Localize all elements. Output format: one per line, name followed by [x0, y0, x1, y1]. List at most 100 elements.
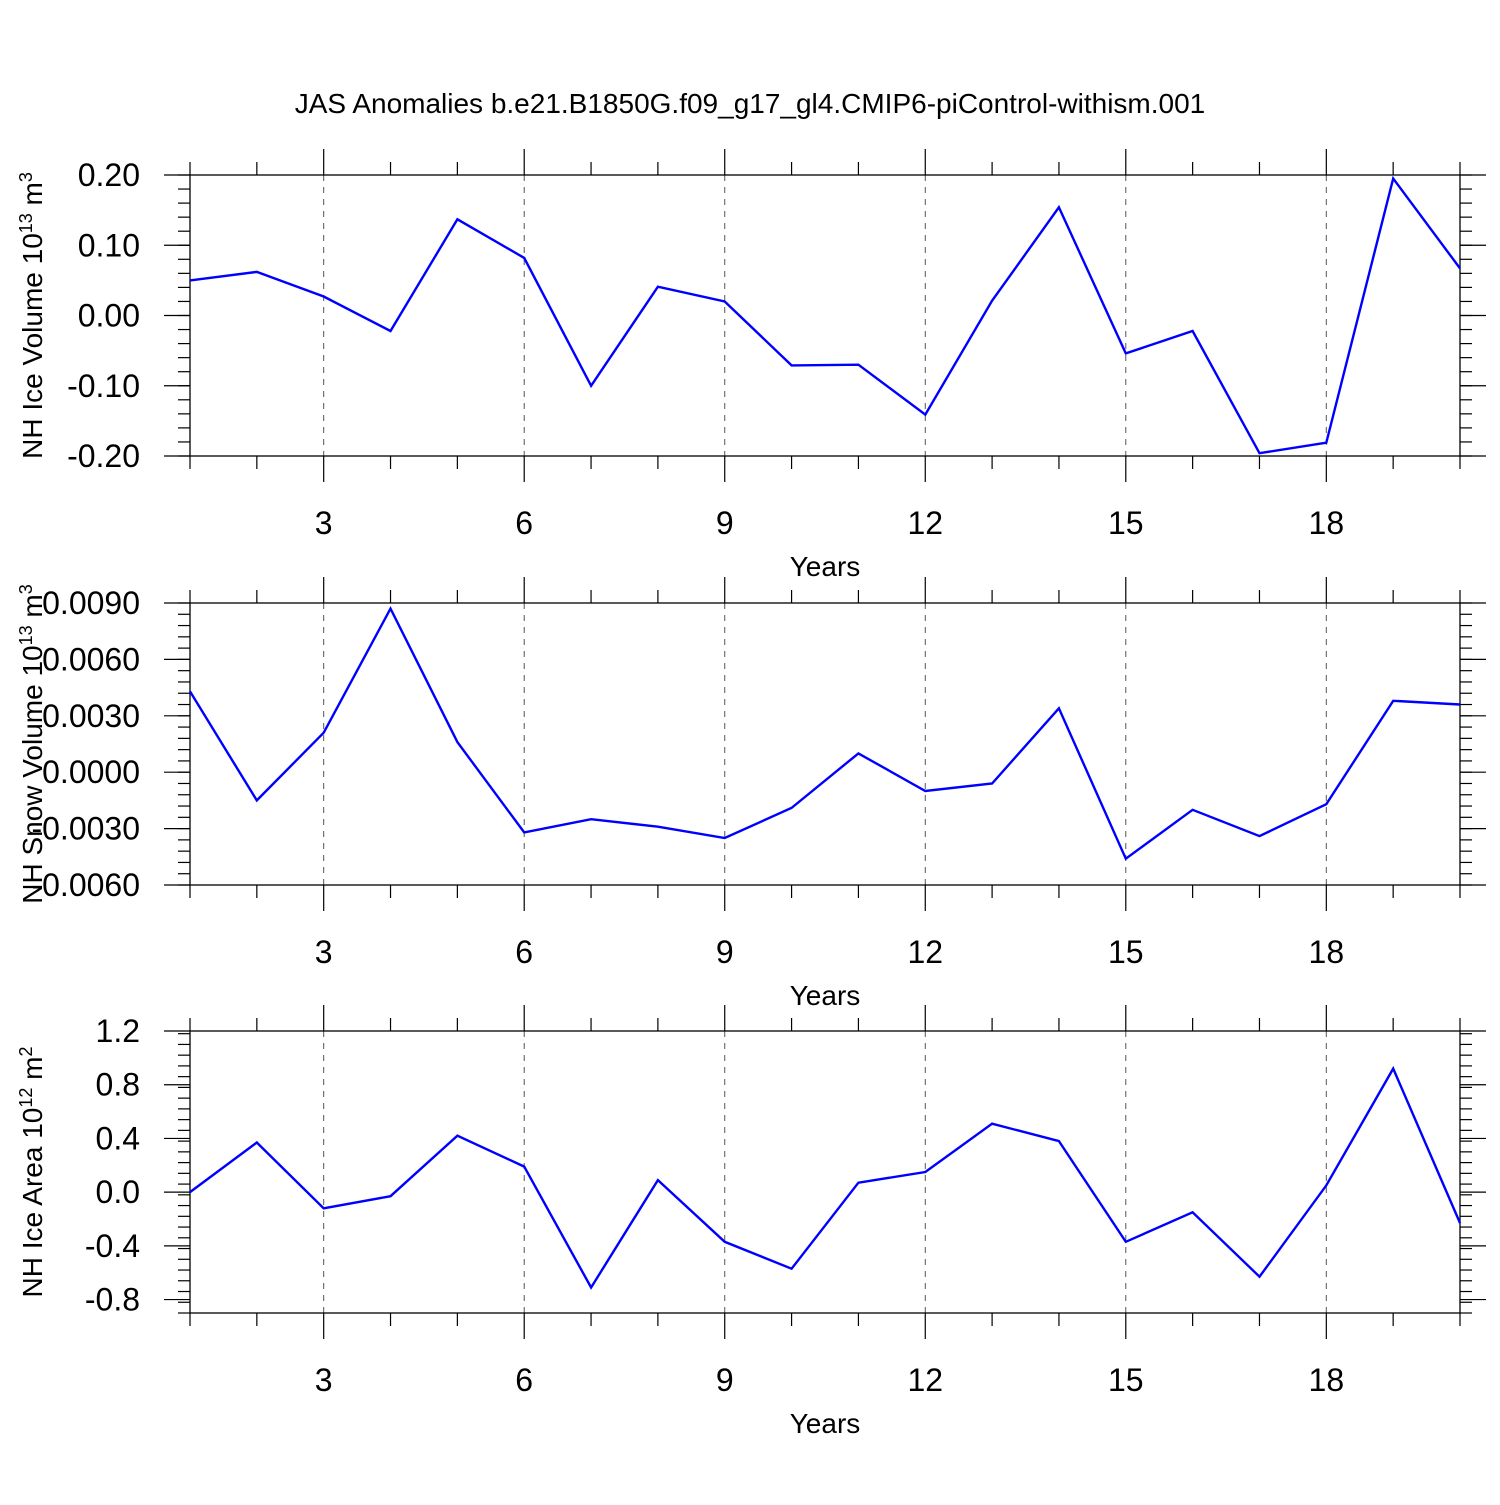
- data-point: [924, 413, 926, 415]
- data-point: [724, 300, 726, 302]
- plot-frame: [189, 1030, 1461, 1314]
- data-point: [657, 1179, 659, 1181]
- data-point: [389, 1195, 391, 1197]
- y-tick-label: 0.20: [78, 157, 140, 193]
- series-line-1: [189, 175, 1461, 455]
- data-point: [1058, 1140, 1060, 1142]
- series-line-2: [188, 605, 1461, 861]
- x-tick-label: 12: [907, 505, 943, 541]
- data-point: [1392, 177, 1394, 179]
- data-point: [590, 1286, 592, 1288]
- x-tick-label: 3: [315, 505, 333, 541]
- figure-title: JAS Anomalies b.e21.B1850G.f09_g17_gl4.C…: [295, 88, 1206, 119]
- y-tick-label: 0.0090: [42, 585, 140, 621]
- data-point: [790, 1267, 792, 1269]
- x-tick-label: 15: [1108, 505, 1144, 541]
- y-tick-label: -0.0060: [31, 867, 140, 903]
- x-tick-label: 18: [1309, 505, 1345, 541]
- y-tick-label: -0.10: [67, 368, 140, 404]
- y-axis-label: NH Snow Volume 1013 m3: [16, 584, 48, 904]
- data-point: [1325, 441, 1327, 443]
- x-tick-label: 3: [315, 1362, 333, 1398]
- data-point: [1459, 703, 1461, 705]
- data-point: [456, 741, 458, 743]
- x-axis-label: Years: [790, 551, 861, 582]
- data-point: [322, 732, 324, 734]
- data-point: [1258, 452, 1260, 454]
- panel-3: 3 6 9 12 15 18 1.2 0.8 0.4 0.0 -0.4 -0.8 Years NH Ice…: [16, 1005, 1486, 1439]
- data-point: [590, 385, 592, 387]
- x-tick-label: 9: [716, 505, 734, 541]
- x-axis-label: Years: [790, 1408, 861, 1439]
- x-tick-label: 18: [1309, 934, 1345, 970]
- data-point: [456, 1135, 458, 1137]
- x-tick-label: 18: [1309, 1362, 1345, 1398]
- data-point: [189, 1191, 191, 1193]
- y-tick-label: -0.20: [67, 438, 140, 474]
- x-tick-label: 6: [515, 934, 533, 970]
- data-point: [857, 752, 859, 754]
- data-point: [1392, 700, 1394, 702]
- x-tick-label: 9: [716, 1362, 734, 1398]
- y-axis-label: NH Ice Volume 1013 m3: [16, 172, 48, 459]
- data-point: [790, 364, 792, 366]
- data-point: [523, 257, 525, 259]
- data-point: [991, 300, 993, 302]
- data-point: [1325, 1184, 1327, 1186]
- data-point: [256, 799, 258, 801]
- data-point: [857, 363, 859, 365]
- data-point: [256, 1141, 258, 1143]
- data-point: [1325, 803, 1327, 805]
- x-tick-label: 9: [716, 934, 734, 970]
- data-point: [1058, 707, 1060, 709]
- y-tick-label: -0.4: [85, 1228, 140, 1264]
- x-tick-label: 15: [1108, 934, 1144, 970]
- data-point: [1459, 1222, 1461, 1224]
- series-line-3: [189, 1065, 1462, 1290]
- y-axis-label: NH Ice Area 1012 m2: [16, 1046, 48, 1297]
- data-point: [1191, 809, 1193, 811]
- data-point: [590, 818, 592, 820]
- data-point: [322, 295, 324, 297]
- data-point: [657, 826, 659, 828]
- data-point: [389, 330, 391, 332]
- data-point: [1392, 1067, 1394, 1069]
- data-point: [724, 1241, 726, 1243]
- y-tick-label: 0.8: [96, 1067, 140, 1103]
- panel-2: 3 6 9 12 15 18 0.0090 0.0060 0.0030 0.0000 -0.0030…: [16, 577, 1486, 1011]
- data-point: [1125, 1241, 1127, 1243]
- data-point: [1258, 835, 1260, 837]
- data-point: [657, 285, 659, 287]
- data-point: [1125, 352, 1127, 354]
- y-tick-label: -0.8: [85, 1282, 140, 1318]
- y-tick-label: 0.0030: [42, 698, 140, 734]
- data-point: [857, 1182, 859, 1184]
- x-tick-label: 15: [1108, 1362, 1144, 1398]
- data-point: [523, 1165, 525, 1167]
- data-point: [1258, 1276, 1260, 1278]
- data-point: [1191, 1211, 1193, 1213]
- data-point: [924, 790, 926, 792]
- plot-frame: [189, 174, 1461, 457]
- panel-1: 3 6 9 12 15 18 0.20 0.10 0.00 -0.10 -0.20 Years NH I…: [16, 149, 1486, 582]
- data-point: [456, 218, 458, 220]
- data-point: [1459, 267, 1461, 269]
- data-point: [1191, 330, 1193, 332]
- x-axis-label: Years: [790, 980, 861, 1011]
- y-tick-label: 0.10: [78, 227, 140, 263]
- x-tick-label: 3: [315, 934, 333, 970]
- y-tick-label: 0.00: [78, 298, 140, 334]
- data-point: [1058, 206, 1060, 208]
- x-tick-label: 6: [515, 1362, 533, 1398]
- data-point: [189, 279, 191, 281]
- y-tick-label: -0.0030: [31, 811, 140, 847]
- data-point: [790, 807, 792, 809]
- y-tick-label: 0.0000: [42, 754, 140, 790]
- data-point: [724, 837, 726, 839]
- data-point: [924, 1171, 926, 1173]
- x-tick-label: 12: [907, 1362, 943, 1398]
- y-tick-label: 0.4: [96, 1120, 140, 1156]
- data-point: [991, 782, 993, 784]
